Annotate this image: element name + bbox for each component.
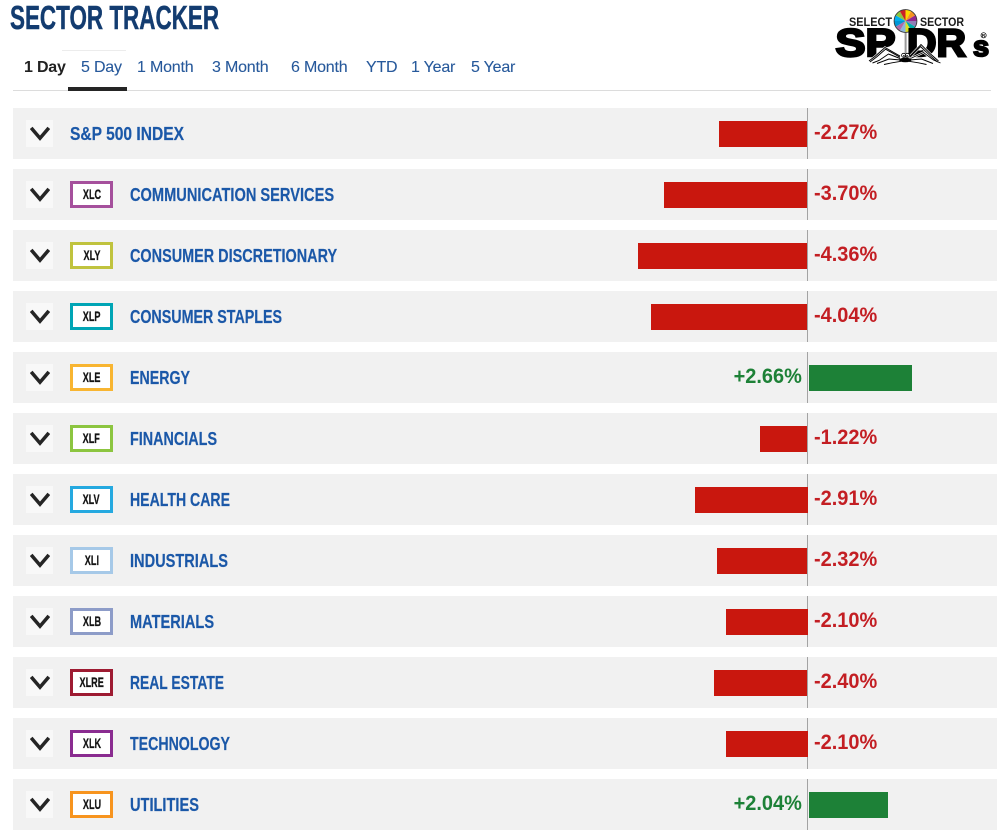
svg-text:SP: SP (836, 22, 896, 65)
svg-text:DR: DR (907, 22, 966, 65)
svg-text:SECTOR: SECTOR (920, 15, 964, 29)
svg-text:SELECT: SELECT (849, 15, 892, 29)
svg-text:R: R (982, 33, 986, 38)
svg-text:s: s (973, 31, 989, 63)
